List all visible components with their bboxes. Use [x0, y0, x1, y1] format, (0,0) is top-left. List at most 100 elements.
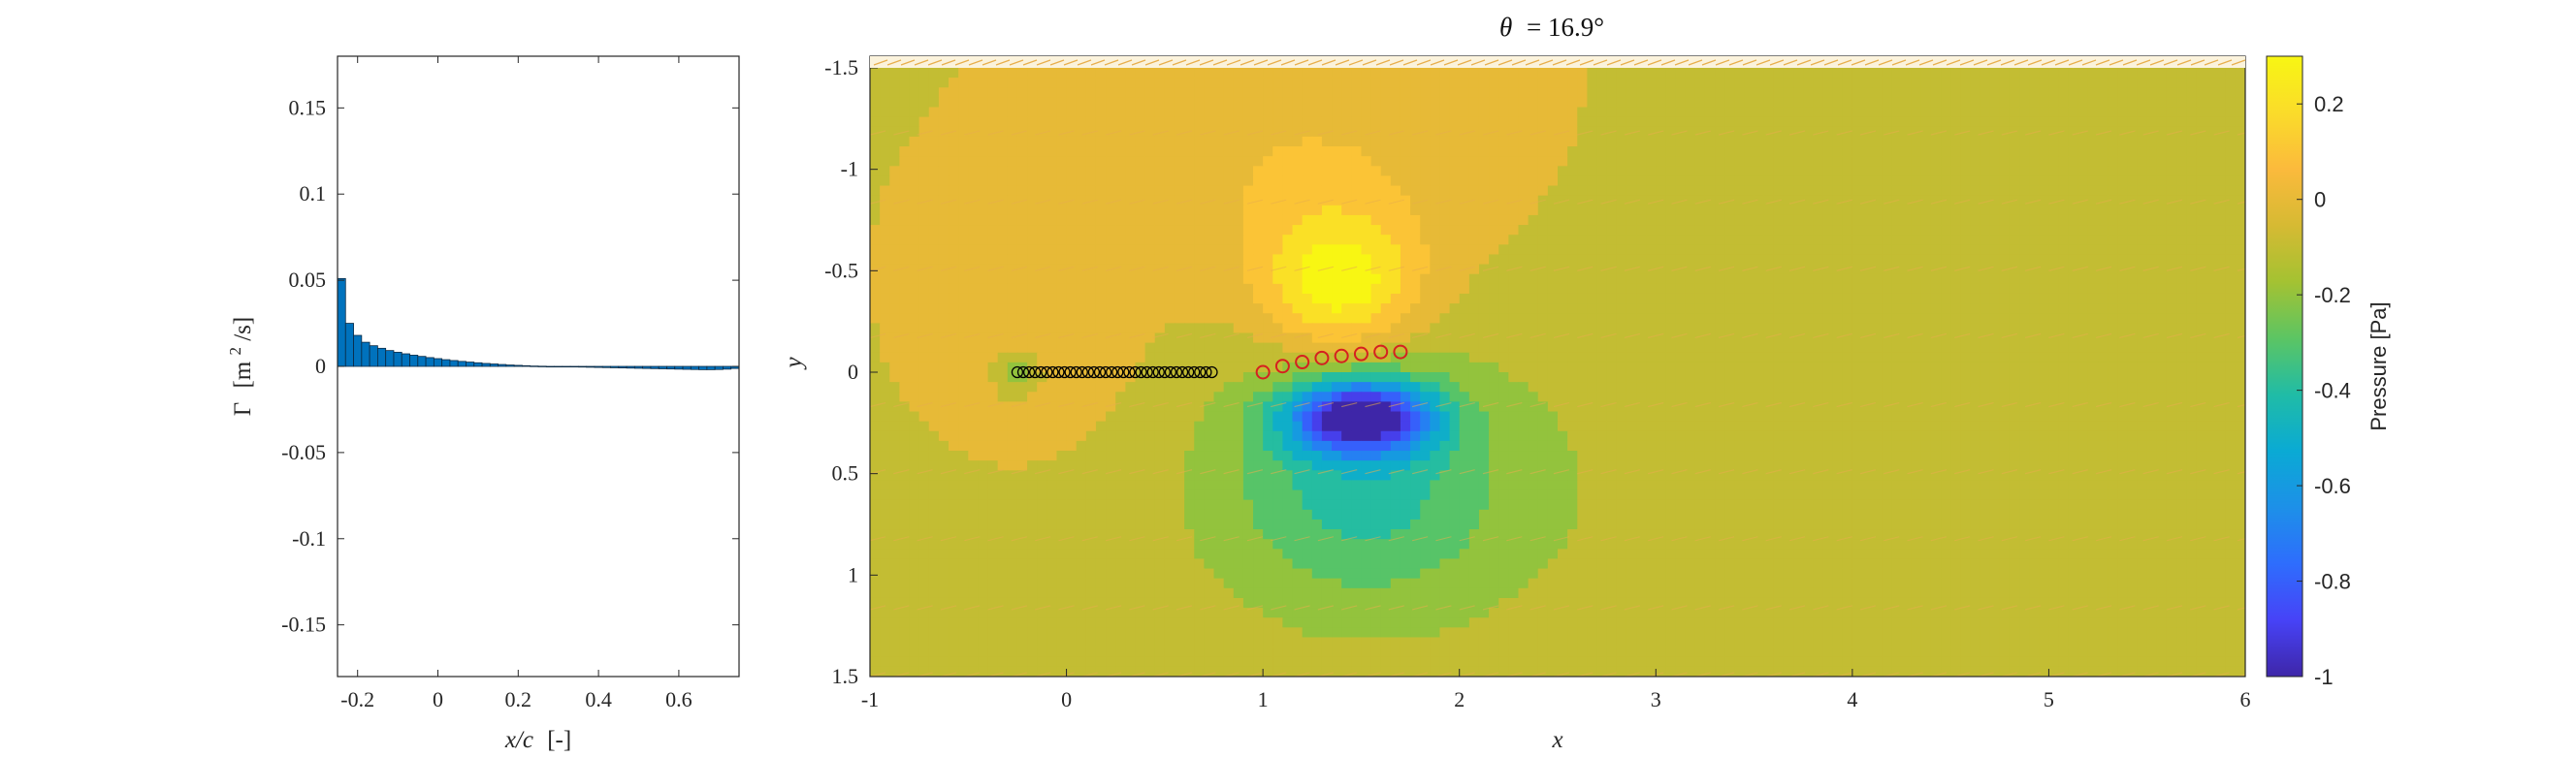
pressure-cell	[1999, 244, 2011, 256]
pressure-cell	[1380, 107, 1392, 118]
pressure-cell	[1351, 244, 1363, 256]
pressure-cell	[1489, 372, 1499, 383]
pressure-cell	[1567, 97, 1578, 109]
pressure-cell	[938, 97, 950, 109]
pressure-cell	[1754, 362, 1765, 373]
pressure-cell	[1400, 283, 1411, 295]
pressure-cell	[2137, 146, 2148, 157]
pressure-cell	[1999, 293, 2011, 304]
pressure-cell	[1606, 156, 1618, 167]
pressure-cell	[2068, 225, 2079, 236]
pressure-cell	[1361, 342, 1372, 354]
pressure-cell	[1272, 185, 1283, 197]
pressure-cell	[1882, 283, 1892, 295]
pressure-cell	[2019, 146, 2030, 157]
pressure-cell	[1528, 146, 1539, 157]
pressure-cell	[2166, 68, 2177, 79]
pressure-cell	[2108, 126, 2118, 138]
pressure-cell	[1980, 116, 1991, 128]
pressure-cell	[997, 78, 1009, 88]
pressure-cell	[2196, 254, 2207, 266]
pressure-cell	[1184, 323, 1195, 334]
pressure-cell	[2087, 254, 2099, 266]
pressure-cell	[1498, 78, 1509, 88]
circulation-bar	[449, 360, 459, 367]
pressure-cell	[1763, 156, 1775, 167]
pressure-cell	[1941, 97, 1951, 109]
circulation-bar	[666, 365, 676, 370]
pressure-cell	[1272, 283, 1283, 295]
bar-x-label-symbol: x/c	[504, 727, 533, 753]
pressure-cell	[1656, 323, 1667, 334]
pressure-cell	[978, 107, 989, 118]
pressure-cell	[1518, 244, 1530, 256]
pressure-cell	[2068, 166, 2079, 177]
pressure-cell	[1813, 254, 1824, 266]
pressure-cell	[1872, 225, 1883, 236]
pressure-cell	[1704, 235, 1716, 245]
pressure-cell	[1459, 372, 1470, 383]
pressure-cell	[1302, 342, 1313, 354]
pressure-cell	[1547, 372, 1559, 383]
pressure-cell	[1292, 392, 1304, 402]
pressure-cell	[2058, 254, 2070, 266]
pressure-cell	[958, 107, 969, 118]
pressure-cell	[909, 97, 920, 109]
pressure-cell	[1144, 107, 1156, 118]
pressure-cell	[1439, 283, 1451, 295]
pressure-cell	[1861, 283, 1873, 295]
pressure-cell	[1272, 156, 1283, 167]
pressure-cell	[1302, 362, 1313, 373]
pressure-cell	[1302, 166, 1313, 177]
pressure-cell	[1567, 352, 1578, 363]
pressure-cell	[1773, 352, 1785, 363]
pressure-cell	[1410, 382, 1421, 393]
pressure-cell	[1518, 264, 1530, 275]
pressure-cell	[1144, 116, 1156, 128]
pressure-cell	[2077, 352, 2089, 363]
pressure-cell	[1332, 401, 1342, 413]
pressure-cell	[1242, 264, 1254, 275]
pressure-cell	[1587, 175, 1598, 187]
pressure-cell	[899, 205, 911, 216]
pressure-cell	[1037, 166, 1047, 177]
pressure-cell	[1665, 244, 1677, 256]
pressure-cell	[909, 195, 920, 206]
pressure-cell	[1646, 244, 1657, 256]
pressure-cell	[1223, 136, 1235, 147]
pressure-cell	[2108, 313, 2118, 324]
circulation-bar	[706, 365, 716, 370]
pressure-cell	[1311, 146, 1323, 157]
pressure-cell	[1537, 156, 1549, 167]
pressure-cell	[1311, 293, 1323, 304]
pressure-cell	[2196, 107, 2207, 118]
pressure-cell	[2117, 244, 2129, 256]
pressure-cell	[1027, 264, 1038, 275]
pressure-cell	[2117, 235, 2129, 245]
pressure-cell	[1341, 392, 1352, 402]
pressure-cell	[1341, 382, 1352, 393]
pressure-cell	[1842, 273, 1853, 285]
pressure-cell	[1920, 107, 1932, 118]
pressure-cell	[1901, 156, 1913, 167]
pressure-cell	[1734, 254, 1746, 266]
pressure-cell	[1066, 97, 1078, 109]
pressure-cell	[1046, 195, 1058, 206]
pressure-cell	[1213, 175, 1225, 187]
pressure-cell	[958, 244, 969, 256]
pressure-cell	[1518, 283, 1530, 295]
bar-y-ticks: 0.150.10.050-0.05-0.1-0.15	[281, 95, 739, 637]
circulation-bar	[723, 365, 732, 370]
pressure-cell	[1144, 146, 1156, 157]
pressure-cell	[1626, 225, 1637, 236]
pressure-cell	[1410, 372, 1421, 383]
pressure-cell	[949, 78, 959, 88]
pressure-cell	[1263, 254, 1273, 266]
pressure-cell	[1508, 166, 1520, 177]
pressure-cell	[1164, 107, 1175, 118]
pressure-cell	[1115, 313, 1126, 324]
pressure-cell	[1558, 342, 1568, 354]
pressure-cell	[1223, 175, 1235, 187]
pressure-cell	[1016, 254, 1028, 266]
pressure-cell	[1852, 87, 1863, 98]
